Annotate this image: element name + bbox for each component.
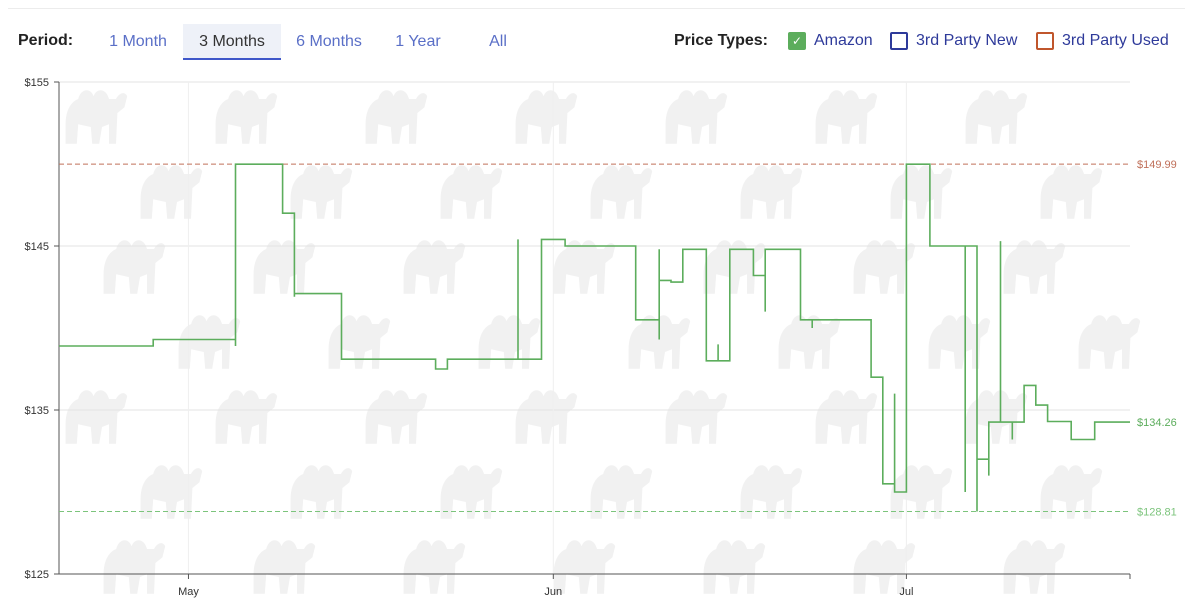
amazon-checkbox[interactable]: ✓ (788, 32, 806, 50)
3rd-party-new-checkbox[interactable] (890, 32, 908, 50)
camel-watermark-icon (815, 390, 878, 444)
current-price-label: $134.26 (1137, 417, 1177, 429)
camel-watermark-icon (965, 390, 1028, 444)
camel-watermark-icon (665, 90, 728, 144)
camel-watermark-icon (440, 165, 503, 219)
camel-watermark-icon (215, 90, 278, 144)
camel-watermark-icon (703, 540, 766, 594)
camel-watermark-icon (290, 165, 353, 219)
camel-watermark-icon (740, 465, 803, 519)
period-6-months-button[interactable]: 6 Months (296, 33, 362, 50)
camel-watermark-icon (853, 240, 916, 294)
x-tick-label: May (178, 586, 199, 598)
period-1-month-button[interactable]: 1 Month (109, 33, 167, 50)
camel-watermark-icon (328, 315, 391, 369)
camel-watermark-icon (1078, 315, 1141, 369)
camel-watermark-icon (253, 240, 316, 294)
watermark-pattern (65, 90, 1141, 594)
amazon-label: Amazon (814, 32, 873, 49)
period-1-year-button[interactable]: 1 Year (395, 33, 441, 50)
y-tick-label: $135 (25, 405, 49, 417)
camel-watermark-icon (815, 90, 878, 144)
camel-watermark-icon (590, 465, 653, 519)
period-3-months-button[interactable]: 3 Months (183, 24, 281, 60)
chart-controls: Period: 1 Month 3 Months 6 Months 1 Year… (0, 22, 1193, 62)
camel-watermark-icon (103, 240, 166, 294)
camel-watermark-icon (1003, 540, 1066, 594)
camel-watermark-icon (65, 90, 128, 144)
3rd-party-used-label: 3rd Party Used (1062, 32, 1169, 49)
camel-watermark-icon (590, 165, 653, 219)
camel-watermark-icon (365, 390, 428, 444)
camel-watermark-icon (853, 540, 916, 594)
camel-watermark-icon (403, 240, 466, 294)
camel-watermark-icon (890, 165, 953, 219)
3rd-party-used-checkbox[interactable] (1036, 32, 1054, 50)
camel-watermark-icon (1003, 240, 1066, 294)
camel-watermark-icon (440, 465, 503, 519)
camel-watermark-icon (140, 165, 203, 219)
camel-watermark-icon (553, 540, 616, 594)
camel-watermark-icon (928, 315, 991, 369)
x-tick-label: Jul (899, 586, 913, 598)
period-all-button[interactable]: All (489, 33, 507, 50)
camel-watermark-icon (1040, 465, 1103, 519)
y-tick-label: $155 (25, 77, 49, 89)
reference-line-label: $149.99 (1137, 159, 1177, 171)
camel-watermark-icon (515, 390, 578, 444)
camel-watermark-icon (1040, 165, 1103, 219)
price-type-3rd-party-used[interactable]: 3rd Party Used (1036, 30, 1169, 52)
amazon-price-line (59, 163, 1130, 512)
top-divider (8, 8, 1185, 9)
3rd-party-new-label: 3rd Party New (916, 32, 1018, 49)
camel-watermark-icon (628, 315, 691, 369)
camel-watermark-icon (553, 240, 616, 294)
camel-watermark-icon (215, 390, 278, 444)
camel-watermark-icon (290, 465, 353, 519)
price-types-label: Price Types: (674, 32, 768, 49)
camel-watermark-icon (478, 315, 541, 369)
camel-watermark-icon (740, 165, 803, 219)
camel-watermark-icon (365, 90, 428, 144)
camel-watermark-icon (253, 540, 316, 594)
camel-watermark-icon (703, 240, 766, 294)
y-tick-label: $125 (25, 569, 49, 581)
camel-watermark-icon (665, 390, 728, 444)
camel-watermark-icon (778, 315, 841, 369)
x-tick-label: Jun (544, 586, 562, 598)
camel-watermark-icon (140, 465, 203, 519)
camel-watermark-icon (65, 390, 128, 444)
camel-watermark-icon (965, 90, 1028, 144)
camel-watermark-icon (103, 540, 166, 594)
period-label: Period: (18, 32, 74, 49)
camel-watermark-icon (403, 540, 466, 594)
price-type-amazon[interactable]: ✓ Amazon (788, 30, 873, 52)
reference-line-label: $128.81 (1137, 507, 1177, 519)
y-tick-label: $145 (25, 241, 49, 253)
camel-watermark-icon (178, 315, 241, 369)
price-type-3rd-party-new[interactable]: 3rd Party New (890, 30, 1017, 52)
camel-watermark-icon (515, 90, 578, 144)
